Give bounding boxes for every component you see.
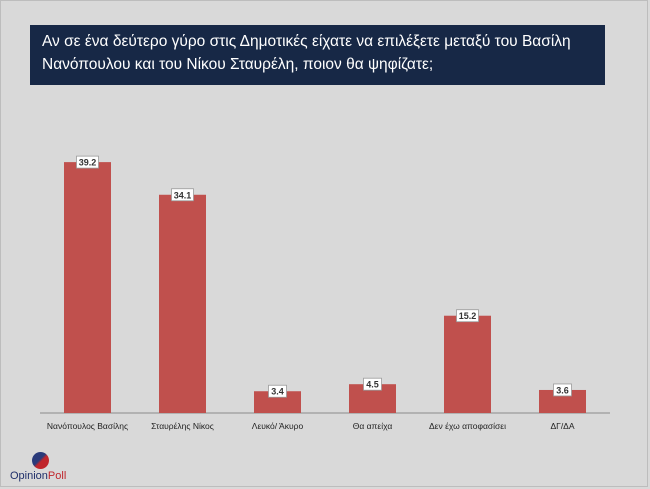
- chart-title: Αν σε ένα δεύτερο γύρο στις Δημοτικές εί…: [30, 25, 605, 85]
- bar: [254, 391, 301, 413]
- data-label: 3.4: [271, 387, 284, 397]
- data-label-box: [456, 309, 479, 323]
- data-label-box: [76, 155, 99, 169]
- category-label: Λευκό/ Άκυρο: [252, 421, 304, 431]
- category-label: Θα απείχα: [353, 421, 393, 431]
- data-label-box: [268, 384, 287, 398]
- bar: [64, 162, 111, 413]
- data-label-box: [171, 188, 194, 202]
- data-label-box: [363, 377, 382, 391]
- logo-circle-icon: [32, 452, 49, 469]
- opinionpoll-logo: OpinionPoll: [10, 450, 130, 484]
- category-label: Σταυρέλης Νίκος: [151, 421, 214, 431]
- data-label: 15.2: [459, 311, 477, 321]
- bar: [539, 389, 586, 413]
- data-label-box: [553, 383, 572, 397]
- category-label: ΔΓ/ΔΑ: [550, 421, 574, 431]
- data-label: 34.1: [174, 190, 192, 200]
- chart-title-text: Αν σε ένα δεύτερο γύρο στις Δημοτικές εί…: [42, 33, 571, 73]
- category-label: Νανόπουλος Βασίλης: [47, 421, 128, 431]
- bar: [159, 194, 206, 413]
- data-label: 39.2: [79, 158, 97, 168]
- data-label: 4.5: [366, 380, 379, 390]
- logo-text: OpinionPoll: [10, 470, 67, 482]
- category-label: Δεν έχω αποφασίσει: [429, 421, 506, 431]
- bar: [444, 315, 491, 413]
- data-label: 3.6: [556, 385, 569, 395]
